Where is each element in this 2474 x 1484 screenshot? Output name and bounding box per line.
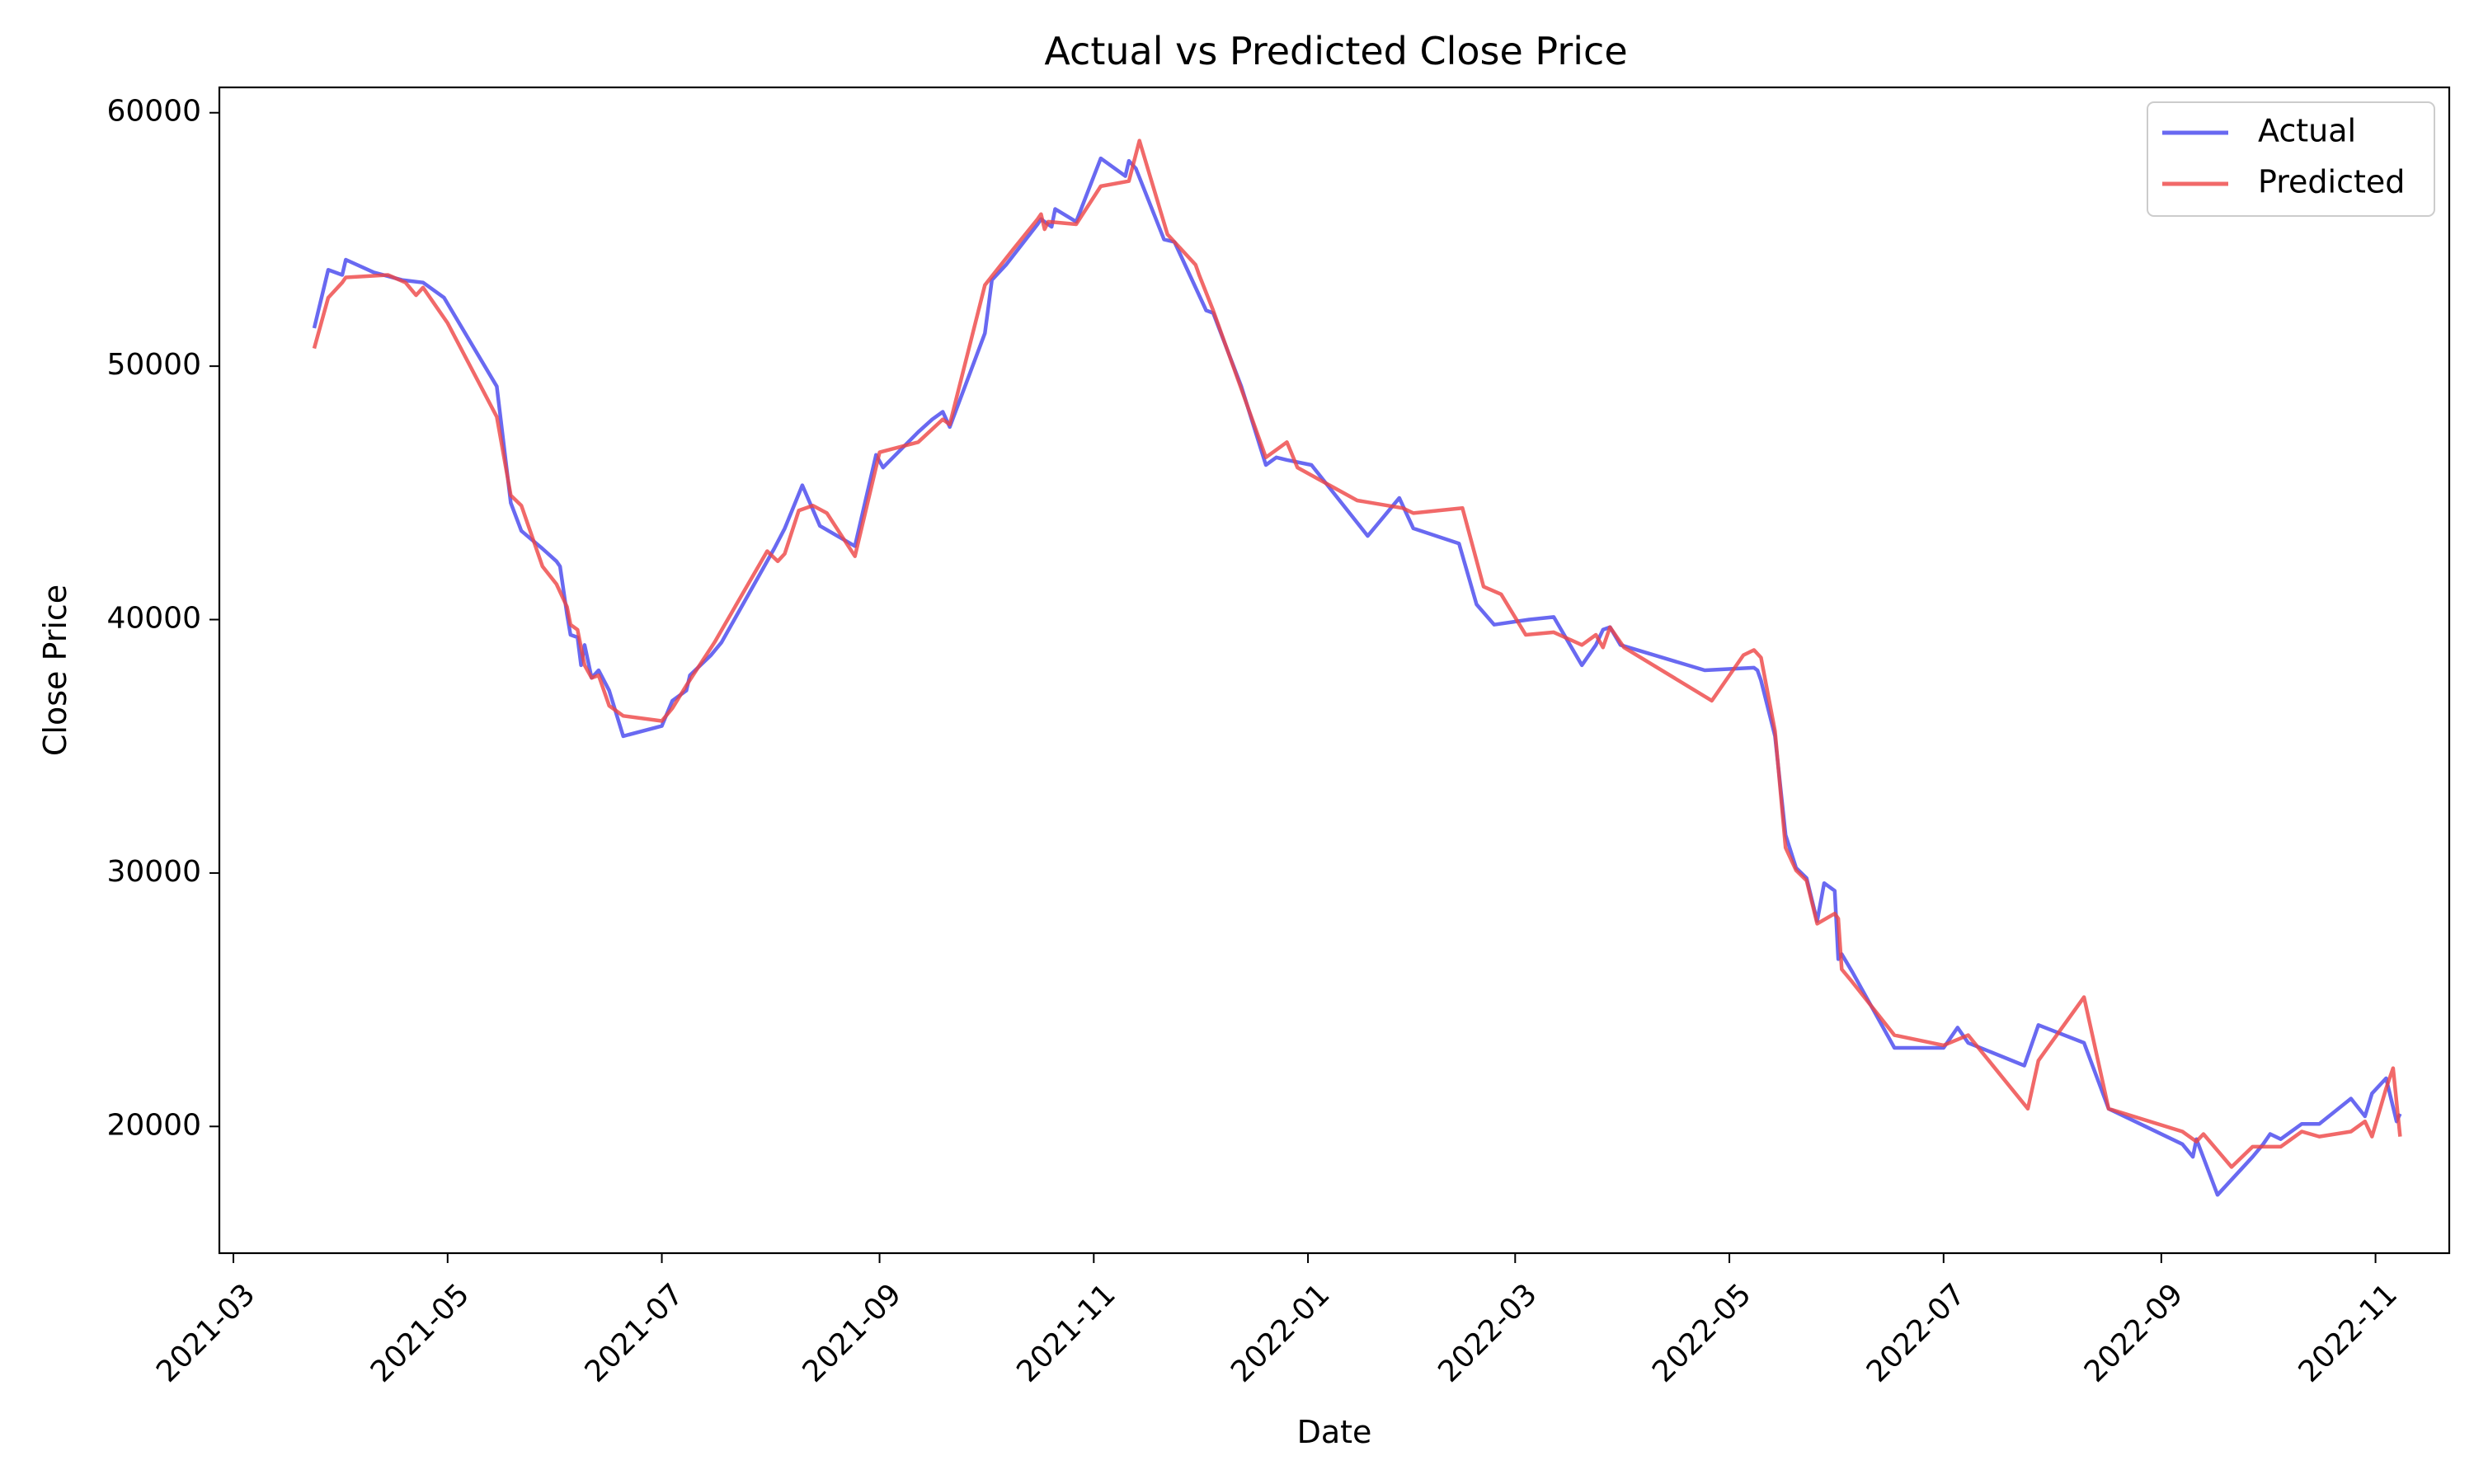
legend-label-predicted: Predicted <box>2258 164 2405 200</box>
x-tick-label: 2022-01 <box>1225 1277 1336 1388</box>
legend-label-actual: Actual <box>2258 113 2356 149</box>
x-tick-label: 2021-05 <box>365 1277 476 1388</box>
series-line-predicted <box>312 139 2402 1169</box>
x-tick-label: 2021-03 <box>150 1277 261 1388</box>
y-tick-label: 60000 <box>106 95 201 129</box>
y-tick-label: 20000 <box>106 1108 201 1142</box>
y-tick-label: 40000 <box>106 602 201 636</box>
x-tick-label: 2022-09 <box>2078 1277 2189 1388</box>
y-axis-label: Close Price <box>37 585 73 756</box>
x-tick-label: 2022-11 <box>2293 1277 2404 1388</box>
x-tick-label: 2022-07 <box>1860 1277 1972 1388</box>
legend: Actual Predicted <box>2147 101 2435 217</box>
x-tick-label: 2021-07 <box>579 1277 690 1388</box>
x-tick-label: 2022-03 <box>1432 1277 1543 1388</box>
x-tick-label: 2022-05 <box>1646 1277 1757 1388</box>
y-tick-label: 30000 <box>106 855 201 889</box>
x-axis-ticks: 2021-03 2021-05 2021-07 2021-09 2021-11 2022-… <box>150 1253 2404 1389</box>
x-tick-label: 2021-11 <box>1010 1277 1122 1388</box>
x-axis-label: Date <box>1297 1414 1372 1450</box>
y-axis-ticks: 20000 30000 40000 50000 60000 <box>106 95 219 1142</box>
x-tick-label: 2021-09 <box>797 1277 908 1388</box>
series-line-actual <box>312 156 2402 1197</box>
chart-title: Actual vs Predicted Close Price <box>1044 29 1627 73</box>
series-layer <box>312 139 2402 1197</box>
plot-area-frame <box>218 86 2451 1255</box>
y-tick-label: 50000 <box>106 348 201 382</box>
